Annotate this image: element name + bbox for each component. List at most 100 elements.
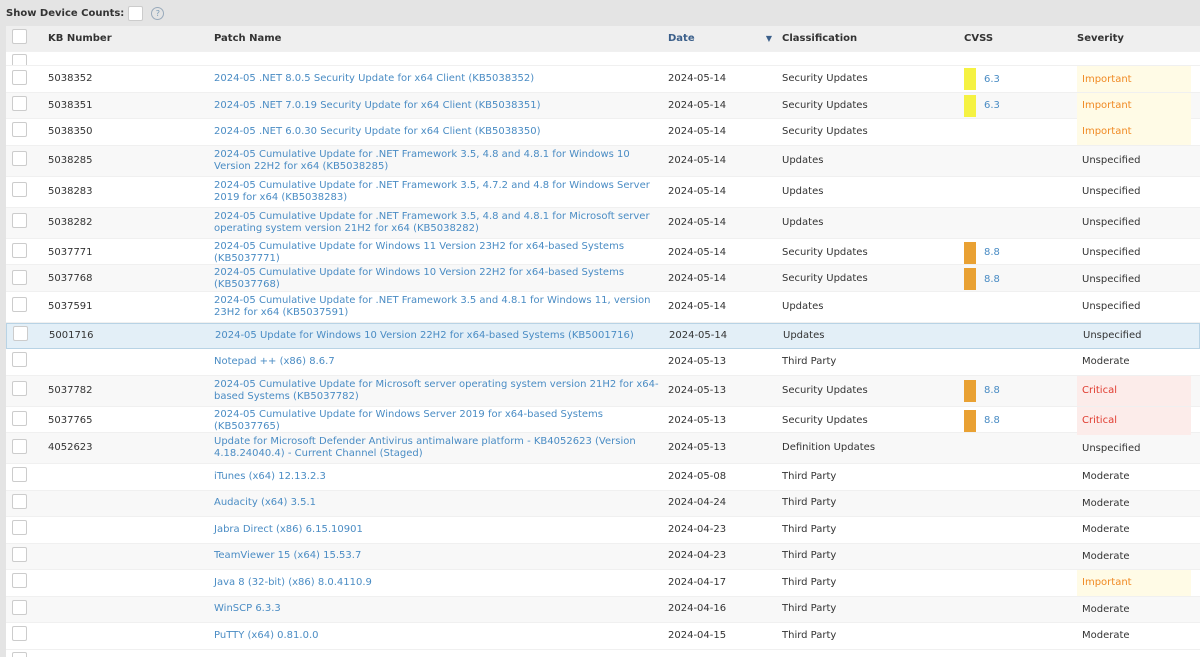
patch-name-link[interactable]: 2024-05 Cumulative Update for Windows 11…: [214, 240, 625, 264]
patch-name-link[interactable]: 2024-05 Update for Windows 10 Version 22…: [215, 329, 634, 341]
column-date[interactable]: Date ▼: [668, 31, 782, 47]
column-classification[interactable]: Classification: [782, 32, 858, 44]
patch-name-link[interactable]: 2024-05 Cumulative Update for Windows Se…: [214, 408, 603, 432]
table-row[interactable]: 5001716 2024-05 Update for Windows 10 Ve…: [6, 322, 1200, 349]
row-checkbox[interactable]: [12, 438, 27, 454]
table-row[interactable]: 5037771 2024-05 Cumulative Update for Wi…: [6, 239, 1200, 265]
cvss-score-link[interactable]: 8.8: [984, 385, 1000, 396]
classification: Security Updates: [782, 125, 868, 137]
severity: Moderate: [1082, 356, 1130, 368]
table-row[interactable]: 5038283 2024-05 Cumulative Update for .N…: [6, 177, 1200, 208]
column-severity[interactable]: Severity: [1077, 32, 1124, 44]
patch-name-link[interactable]: Notepad ++ (x86) 8.6.7: [214, 355, 335, 367]
row-checkbox[interactable]: [12, 626, 27, 642]
date: 2024-04-24: [668, 497, 727, 509]
table-row[interactable]: 4052623 Update for Microsoft Defender An…: [6, 433, 1200, 464]
classification: Third Party: [782, 355, 837, 367]
column-patch-name[interactable]: Patch Name: [214, 32, 282, 44]
table-row[interactable]: 5038350 2024-05 .NET 6.0.30 Security Upd…: [6, 119, 1200, 146]
row-checkbox[interactable]: [12, 381, 27, 396]
cvss-score-link[interactable]: 8.8: [984, 415, 1000, 426]
table-row[interactable]: WinSCP 6.3.3 2024-04-16 Third Party Mode…: [6, 596, 1200, 623]
table-row[interactable]: 5037591 2024-05 Cumulative Update for .N…: [6, 292, 1200, 323]
severity: Unspecified: [1082, 301, 1141, 312]
patch-name-link[interactable]: 2024-05 Cumulative Update for .NET Frame…: [214, 148, 630, 172]
classification: Third Party: [782, 603, 837, 615]
patch-name-link[interactable]: Jabra Direct (x86) 6.15.10901: [214, 523, 363, 535]
row-checkbox[interactable]: [12, 352, 27, 368]
patch-name-link[interactable]: 2024-05 Cumulative Update for .NET Frame…: [214, 179, 650, 203]
table-row[interactable]: Jabra Direct (x86) 6.15.10901 2024-04-23…: [6, 517, 1200, 544]
table-row[interactable]: Notepad ++ (x86) 8.6.7 2024-05-13 Third …: [6, 349, 1200, 376]
classification: Updates: [782, 300, 824, 312]
cvss-bar: [964, 68, 976, 90]
severity: Moderate: [1082, 603, 1130, 615]
help-icon[interactable]: ?: [151, 6, 165, 20]
patch-name-link[interactable]: 2024-05 Cumulative Update for Windows 10…: [214, 267, 625, 290]
date: 2024-05-13: [668, 384, 727, 396]
kb-number: 5037768: [48, 273, 93, 284]
row-checkbox[interactable]: [12, 213, 27, 228]
severity: Important: [1077, 92, 1191, 119]
row-checkbox[interactable]: [12, 411, 27, 426]
table-row[interactable]: 5037768 2024-05 Cumulative Update for Wi…: [6, 265, 1200, 292]
column-kb-number[interactable]: KB Number: [48, 32, 112, 44]
patch-name-link[interactable]: iTunes (x64) 12.13.2.3: [214, 470, 326, 482]
table-row[interactable]: 5037765 2024-05 Cumulative Update for Wi…: [6, 406, 1200, 435]
patch-name-link[interactable]: Java 8 (32-bit) (x86) 8.0.4110.9: [214, 576, 372, 588]
row-checkbox[interactable]: [12, 151, 27, 166]
column-cvss[interactable]: CVSS: [964, 32, 994, 44]
date: 2024-05-13: [668, 355, 727, 367]
cvss-score-link[interactable]: 6.3: [984, 73, 1000, 85]
severity: Unspecified: [1082, 247, 1141, 258]
table-row[interactable]: 5038285 2024-05 Cumulative Update for .N…: [6, 145, 1200, 177]
row-checkbox[interactable]: [12, 297, 27, 312]
table-row[interactable]: Audacity (x64) 3.5.1 2024-04-24 Third Pa…: [6, 490, 1200, 517]
row-checkbox[interactable]: [12, 269, 27, 285]
table-row[interactable]: PuTTY (x64) 0.81.0.0 2024-04-15 Third Pa…: [6, 623, 1200, 650]
table-row[interactable]: 5038351 2024-05 .NET 7.0.19 Security Upd…: [6, 92, 1200, 119]
patch-name-link[interactable]: Update for Microsoft Defender Antivirus …: [214, 436, 636, 459]
row-checkbox[interactable]: [12, 182, 27, 197]
patch-name-link[interactable]: 2024-05 .NET 7.0.19 Security Update for …: [214, 99, 541, 111]
row-checkbox[interactable]: [12, 69, 27, 85]
table-row[interactable]: TeamViewer 15 (x64) 15.53.7 2024-04-23 T…: [6, 543, 1200, 570]
cvss-score-link[interactable]: 8.8: [984, 273, 1000, 285]
patch-name-link[interactable]: PuTTY (x64) 0.81.0.0: [214, 629, 319, 641]
cvss-score-link[interactable]: 8.8: [984, 247, 1000, 258]
patch-name-link[interactable]: WinSCP 6.3.3: [214, 603, 281, 615]
row-checkbox[interactable]: [12, 520, 27, 536]
severity: Critical: [1077, 406, 1191, 435]
row-checkbox[interactable]: [12, 467, 27, 483]
row-checkbox[interactable]: [12, 599, 27, 615]
patch-name-link[interactable]: 2024-05 .NET 6.0.30 Security Update for …: [214, 125, 541, 137]
row-checkbox[interactable]: [12, 493, 27, 509]
row-checkbox[interactable]: [12, 651, 27, 657]
cvss-score-link[interactable]: 6.3: [984, 100, 1000, 111]
table-row[interactable]: 5038352 2024-05 .NET 8.0.5 Security Upda…: [6, 66, 1200, 93]
patch-name-link[interactable]: Audacity (x64) 3.5.1: [214, 497, 317, 509]
row-checkbox[interactable]: [12, 96, 27, 111]
date: 2024-05-14: [668, 185, 727, 197]
table-row-partial: [6, 52, 1200, 66]
row-checkbox[interactable]: [12, 122, 27, 138]
table-row[interactable]: iTunes (x64) 12.13.2.3 2024-05-08 Third …: [6, 464, 1200, 491]
patch-name-link[interactable]: 2024-05 Cumulative Update for .NET Frame…: [214, 210, 650, 234]
row-checkbox[interactable]: [12, 546, 27, 562]
table-row[interactable]: 5037782 2024-05 Cumulative Update for Mi…: [6, 375, 1200, 407]
row-checkbox[interactable]: [12, 243, 27, 258]
patch-name-link[interactable]: 2024-05 Cumulative Update for .NET Frame…: [214, 294, 651, 318]
table-row[interactable]: Java 8 (32-bit) (x86) 8.0.4110.9 2024-04…: [6, 570, 1200, 597]
row-checkbox[interactable]: [12, 573, 27, 589]
classification: Updates: [783, 329, 825, 341]
patch-name-link[interactable]: 2024-05 .NET 8.0.5 Security Update for x…: [214, 73, 535, 84]
row-checkbox[interactable]: [13, 326, 28, 342]
patch-name-link[interactable]: 2024-05 Cumulative Update for Microsoft …: [214, 378, 659, 402]
select-all-checkbox[interactable]: [12, 29, 27, 44]
date: 2024-04-23: [668, 523, 727, 535]
table-row[interactable]: 5038282 2024-05 Cumulative Update for .N…: [6, 207, 1200, 239]
patch-name-link[interactable]: TeamViewer 15 (x64) 15.53.7: [214, 550, 362, 562]
date: 2024-05-14: [668, 154, 727, 166]
show-device-counts-checkbox[interactable]: [128, 5, 144, 21]
row-checkbox[interactable]: [12, 54, 27, 65]
